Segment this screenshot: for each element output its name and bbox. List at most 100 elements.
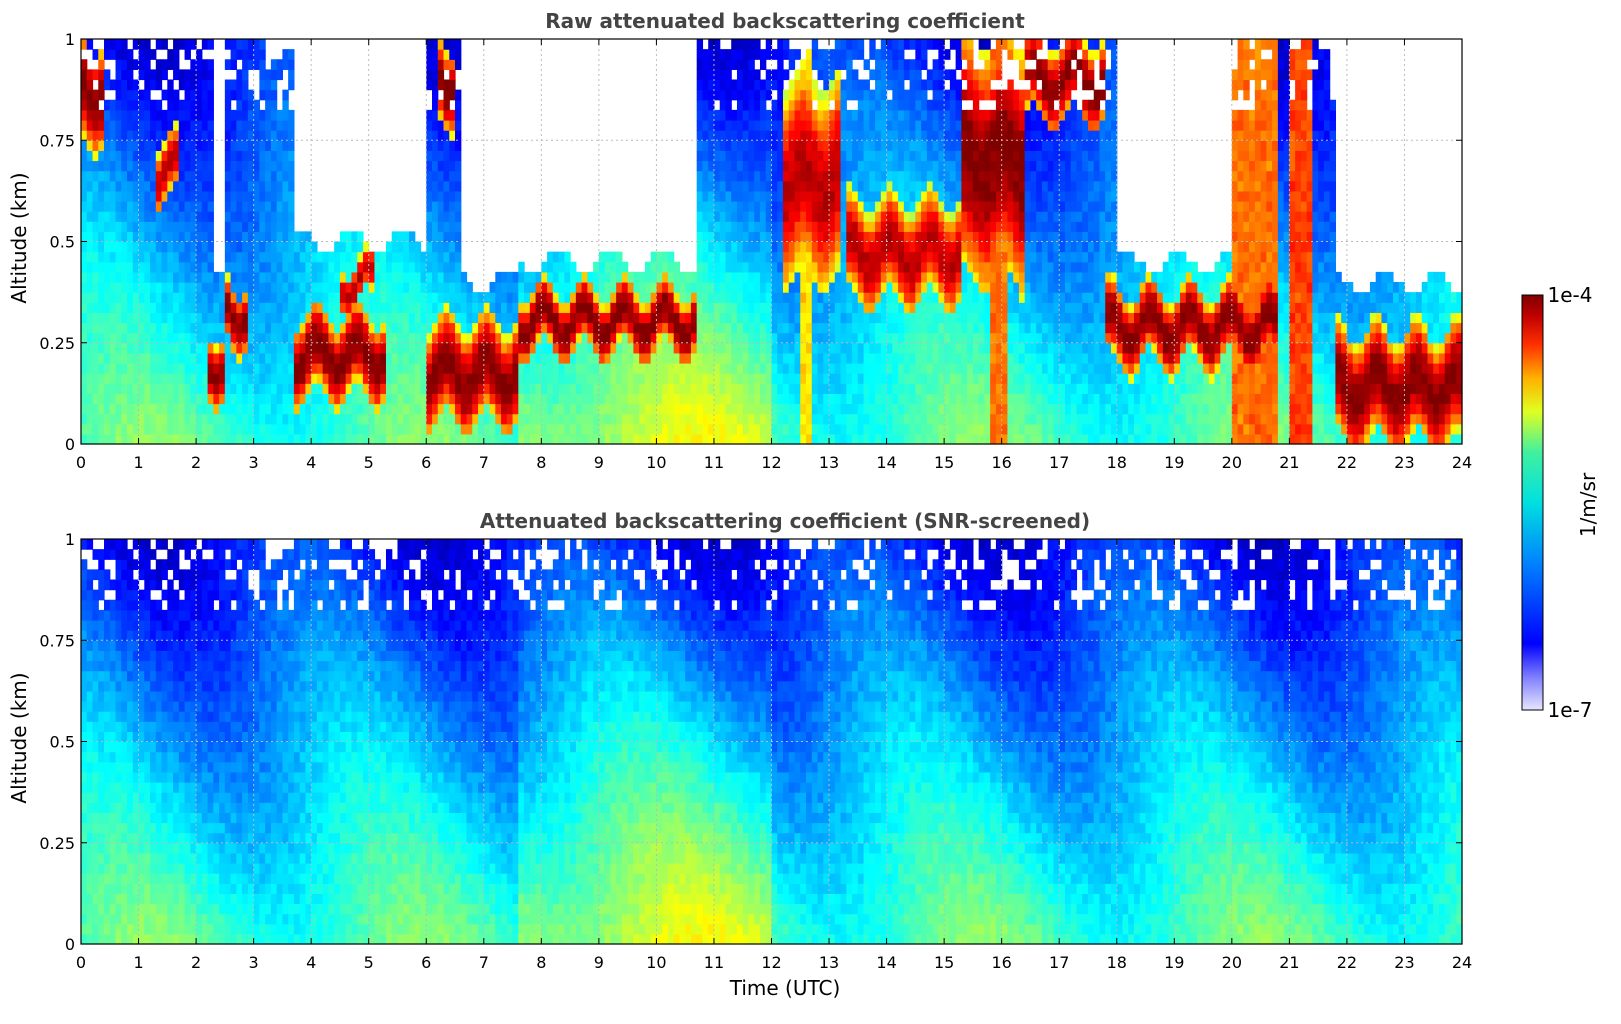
heatmap-cell [449,413,456,425]
heatmap-cell [875,363,882,374]
heatmap-cell [495,271,502,283]
heatmap-cell [150,403,157,415]
heatmap-cell [921,352,928,364]
heatmap-cell [201,383,209,394]
heatmap-cell [736,49,744,60]
heatmap-cell [742,393,750,405]
heatmap-cell [265,221,272,232]
heatmap-cell [1001,251,1009,263]
heatmap-cell [270,79,278,91]
heatmap-cell [380,322,387,334]
heatmap-cell [242,373,249,384]
heatmap-cell [155,413,163,425]
heatmap-cell [132,160,140,172]
heatmap-cell [104,221,111,232]
heatmap-cell [978,170,985,182]
heatmap-cell [800,403,807,415]
heatmap-cell [489,363,496,374]
heatmap-cell [483,383,491,394]
heatmap-cell [690,352,698,364]
heatmap-cell [984,130,991,141]
heatmap-cell [265,342,272,354]
heatmap-cell [460,393,468,405]
heatmap-cell [253,231,260,243]
heatmap-cell [990,170,997,182]
heatmap-cell [978,69,985,81]
heatmap-cell [219,332,226,344]
heatmap-cell [817,433,824,445]
heatmap-cell [857,282,865,293]
heatmap-cell [852,352,859,364]
heatmap-cell [915,332,922,344]
heatmap-cell [742,231,750,243]
heatmap-cell [449,170,456,182]
heatmap-cell [357,282,364,293]
heatmap-cell [972,433,980,445]
heatmap-cell [892,292,899,303]
heatmap-cell [449,332,456,344]
heatmap-cell [886,109,893,121]
heatmap-cell [823,261,830,273]
heatmap-cell [926,312,934,324]
heatmap-cell [529,393,537,405]
heatmap-cell [765,261,773,273]
heatmap-cell [282,190,289,202]
heatmap-cell [230,363,237,374]
heatmap-cell [725,251,732,263]
heatmap-cell [944,423,951,435]
heatmap-cell [944,251,951,263]
heatmap-cell [339,423,347,435]
heatmap-cell [322,332,330,344]
heatmap-cell [725,332,732,344]
heatmap-cell [293,332,301,344]
heatmap-cell [299,282,307,293]
heatmap-cell [167,413,174,425]
heatmap-cell [909,201,916,212]
heatmap-cell [132,423,140,435]
heatmap-cell [886,140,893,151]
heatmap-cell [932,373,939,384]
heatmap-cell [961,130,968,141]
heatmap-cell [92,383,99,394]
heatmap-cell [834,201,842,212]
heatmap-cell [719,413,727,425]
heatmap-cell [397,292,404,303]
heatmap-cell [685,393,692,405]
heatmap-cell [742,170,750,182]
heatmap-cell [115,221,122,232]
heatmap-cell [368,373,376,384]
heatmap-cell [852,160,859,172]
heatmap-cell [811,393,819,405]
heatmap-cell [834,170,842,182]
chart-title: Raw attenuated backscattering coefficien… [545,9,1025,33]
heatmap-cell [875,89,882,101]
heatmap-cell [196,271,203,283]
heatmap-cell [748,39,755,50]
heatmap-cell [806,433,813,445]
heatmap-cell [944,89,951,101]
heatmap-cell [938,251,945,263]
heatmap-cell [270,403,278,415]
heatmap-cell [184,271,191,283]
heatmap-cell [460,352,468,364]
heatmap-cell [673,403,681,415]
heatmap-cell [1013,140,1020,151]
heatmap-cell [253,170,260,182]
heatmap-cell [253,241,260,253]
heatmap-cell [892,433,899,445]
heatmap-cell [909,363,916,374]
heatmap-cell [443,282,450,293]
heatmap-cell [420,352,427,364]
heatmap-cell [921,423,928,435]
heatmap-cell [466,292,473,303]
heatmap-cell [736,302,744,313]
heatmap-cell [708,373,715,384]
heatmap-cell [984,59,991,70]
heatmap-cell [713,201,721,212]
heatmap-cell [1024,363,1032,374]
heatmap-cell [374,363,381,374]
heatmap-cell [771,312,778,324]
heatmap-cell [725,140,732,151]
heatmap-cell [501,302,508,313]
heatmap-cell [345,433,353,445]
